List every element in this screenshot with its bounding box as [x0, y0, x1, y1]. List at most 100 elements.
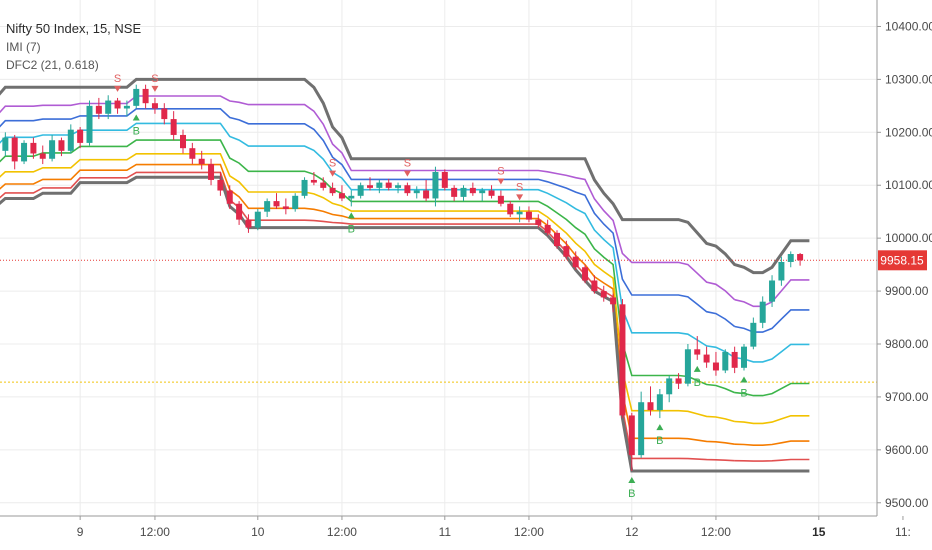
- candle: [451, 185, 458, 202]
- candle: [722, 349, 729, 374]
- y-tick-label: 9700.00: [885, 390, 929, 404]
- candle-body: [703, 354, 710, 363]
- candle-body: [245, 219, 252, 228]
- candle: [460, 185, 467, 202]
- candle: [254, 209, 261, 231]
- y-axis-ticks[interactable]: 10400.00 10300.00 10200.00 10100.00 10000.00…: [877, 19, 932, 510]
- channel-band-line: [734, 309, 810, 333]
- candle: [750, 317, 757, 350]
- candle: [105, 95, 112, 120]
- candle-body: [208, 164, 215, 180]
- legend-indicator-dfc2[interactable]: DFC2 (21, 0.618): [6, 58, 99, 72]
- candle-body: [198, 158, 205, 165]
- candle-body: [778, 261, 785, 281]
- candle: [282, 198, 289, 215]
- sell-signal-arrow: [403, 170, 411, 177]
- candle: [357, 182, 364, 199]
- candle: [2, 132, 9, 157]
- candle-body: [123, 105, 130, 109]
- candle-body: [469, 187, 476, 194]
- sell-signal-label: S: [114, 73, 121, 85]
- candle: [198, 150, 205, 170]
- candle: [572, 251, 579, 270]
- buy-signal-label: B: [694, 377, 701, 389]
- x-tick-label: 12:00: [327, 525, 357, 539]
- candlestick-series: [2, 84, 804, 472]
- candle: [619, 299, 626, 419]
- candle-body: [507, 203, 514, 215]
- candle-body: [151, 103, 158, 109]
- candle: [30, 137, 37, 159]
- candle: [712, 351, 719, 376]
- candle-body: [142, 88, 149, 104]
- candle-body: [170, 119, 177, 135]
- legend-symbol-title[interactable]: Nifty 50 Index, 15, NSE: [6, 21, 142, 36]
- candle: [769, 275, 776, 307]
- candle-body: [329, 187, 336, 194]
- candle: [741, 344, 747, 371]
- candle: [376, 179, 383, 194]
- candle-body: [722, 351, 729, 371]
- channel-upper-line: [0, 77, 810, 275]
- candle: [656, 388, 663, 419]
- legend-indicator-imi[interactable]: IMI (7): [6, 40, 41, 54]
- candle-body: [591, 280, 598, 292]
- candle-body: [357, 185, 364, 196]
- candle-body: [666, 378, 673, 395]
- candle: [432, 166, 439, 207]
- sell-signal-arrow: [516, 194, 524, 201]
- channel-band-line: [0, 163, 735, 445]
- candle-body: [236, 203, 243, 220]
- candle-body: [600, 291, 607, 298]
- candle: [161, 103, 168, 125]
- candle: [189, 142, 196, 165]
- candle-body: [189, 148, 196, 159]
- sell-signal-label: S: [497, 166, 504, 178]
- candle-body: [684, 349, 691, 384]
- candle-body: [563, 246, 570, 257]
- candle-body: [451, 187, 458, 197]
- candle-body: [582, 267, 589, 281]
- x-tick-label: 12: [625, 525, 639, 539]
- x-tick-label: 11: [439, 525, 452, 539]
- buy-signal-label: B: [133, 125, 140, 137]
- candle: [58, 137, 65, 157]
- buy-signal-arrow: [740, 376, 748, 383]
- candle-body: [787, 254, 794, 262]
- sell-signal-label: S: [516, 181, 523, 193]
- candle-body: [441, 172, 448, 188]
- candle-body: [77, 129, 84, 143]
- buy-signal-arrow: [628, 477, 636, 484]
- candle-body: [404, 185, 411, 194]
- y-tick-label: 9500.00: [885, 496, 929, 510]
- buy-signal-label: B: [628, 488, 635, 500]
- candle-body: [731, 351, 738, 368]
- candle-body: [58, 140, 65, 151]
- candle: [582, 264, 589, 284]
- x-tick-label: 15: [812, 525, 826, 539]
- buy-signal-label: B: [740, 387, 747, 399]
- candle-body: [226, 190, 233, 204]
- y-tick-label: 9900.00: [885, 284, 929, 298]
- channel-band-line: [734, 440, 810, 447]
- channel-lower-line: [0, 175, 810, 473]
- candle: [441, 169, 448, 191]
- candle-body: [572, 256, 579, 268]
- candle-body: [21, 142, 28, 162]
- channel-band-line: [0, 153, 735, 423]
- candle-body: [525, 211, 532, 220]
- candle-body: [180, 134, 186, 149]
- candle: [208, 158, 215, 186]
- x-axis-ticks[interactable]: 9 12:00 10 12:00 11 12:00 12 12:00 15 11:: [77, 516, 911, 539]
- candle-body: [39, 153, 46, 159]
- candle: [638, 391, 645, 458]
- candle-body: [95, 105, 102, 114]
- channel-band-line: [734, 382, 810, 397]
- candle: [49, 134, 56, 162]
- candle-body: [647, 402, 654, 411]
- candle: [554, 230, 560, 249]
- x-tick-label: 9: [77, 525, 84, 539]
- channel-band-line: [734, 458, 810, 462]
